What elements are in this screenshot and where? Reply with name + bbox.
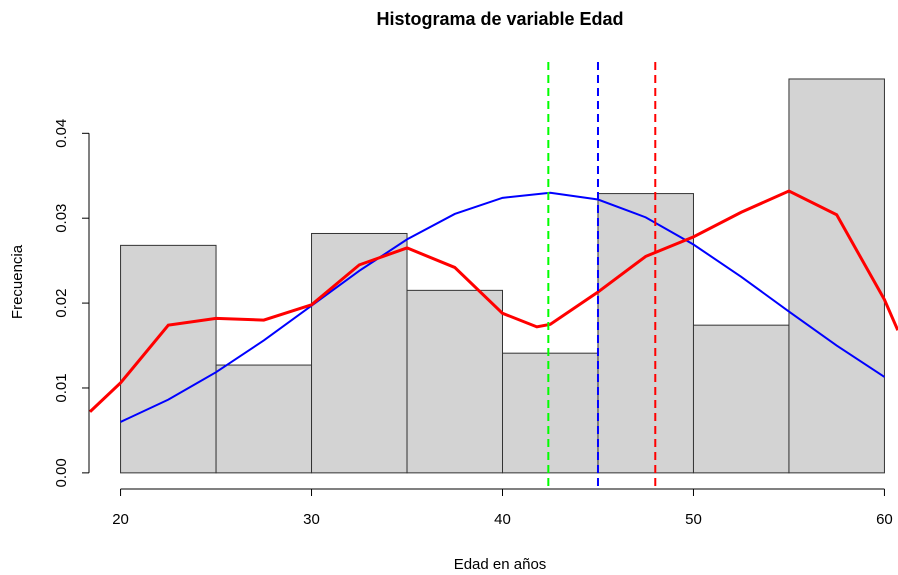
y-tick-label: 0.00 (53, 458, 70, 487)
density-curve (120, 191, 885, 423)
y-axis-label: Frecuencia (9, 244, 26, 319)
bar (788, 78, 885, 474)
x-tick-label: 40 (494, 511, 511, 528)
bar (597, 193, 694, 474)
y-tick-label: 0.04 (53, 119, 70, 148)
chart-title: Histograma de variable Edad (376, 9, 623, 29)
x-tick-label: 60 (876, 511, 893, 528)
x-tick-label: 20 (112, 511, 129, 528)
x-tick-label: 50 (685, 511, 702, 528)
bar (311, 232, 408, 474)
y-tick-label: 0.02 (53, 288, 70, 317)
bar (406, 289, 503, 474)
bar (692, 324, 790, 474)
y-tick-label: 0.01 (53, 373, 70, 402)
density-curve (88, 189, 898, 413)
x-tick-label: 30 (303, 511, 320, 528)
bar (120, 244, 217, 474)
y-tick-label: 0.03 (53, 204, 70, 233)
bar (215, 364, 313, 474)
x-axis-label: Edad en años (454, 556, 547, 573)
bar (502, 352, 599, 474)
